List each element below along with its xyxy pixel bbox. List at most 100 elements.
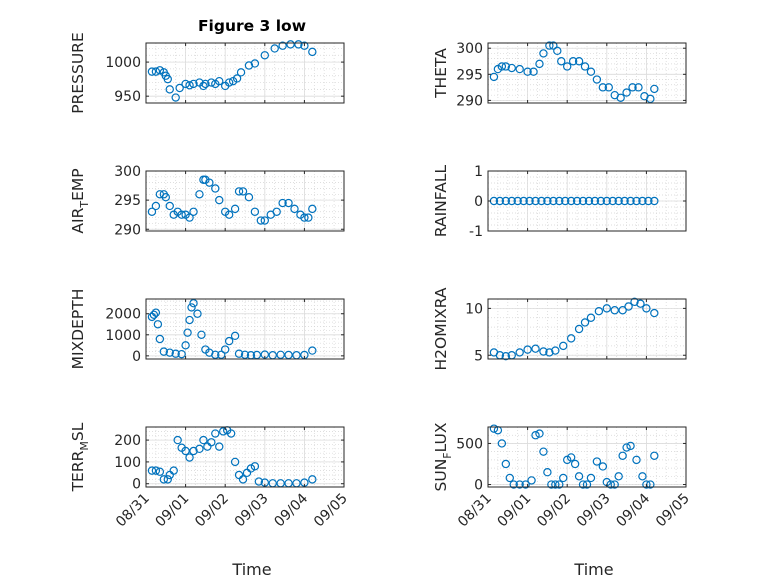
axes-box [145, 42, 345, 104]
y-axis-label: RAINFALL [432, 164, 450, 237]
y-tick-label: 0 [132, 349, 141, 365]
y-tick-label: 300 [114, 164, 141, 180]
data-point [278, 198, 287, 208]
data-point [215, 195, 224, 205]
axes-box [487, 426, 687, 488]
data-point [185, 453, 194, 462]
x-tick-label: 08/31 [113, 491, 153, 531]
x-tick-label: 09/02 [192, 491, 232, 531]
x-axis-label-right: Time [573, 560, 613, 579]
data-point [586, 67, 596, 76]
y-tick-label: 100 [114, 455, 141, 471]
y-axis-label: SUNFLUX [432, 422, 454, 491]
data-point [642, 480, 651, 489]
subplot-pressure: 950 1000 PRESSURE [69, 32, 345, 114]
subplot-theta: 290 295 300 THETA [432, 41, 687, 109]
data-point [171, 349, 180, 358]
y-tick-label: 0 [474, 478, 483, 494]
data-point [181, 446, 190, 456]
data-point [230, 331, 240, 341]
data-point [535, 429, 544, 438]
data-point [644, 196, 653, 206]
y-tick-label: 0 [474, 194, 483, 210]
data-point [300, 41, 309, 50]
data-point [149, 310, 159, 319]
data-point [563, 62, 572, 71]
data-point [616, 93, 625, 102]
data-point [604, 83, 613, 92]
data-point [568, 57, 578, 66]
data-point [304, 213, 313, 222]
axes-box [145, 426, 345, 488]
data-point [642, 304, 651, 313]
data-point [549, 196, 558, 206]
data-point [545, 348, 554, 357]
data-point [294, 40, 303, 49]
data-point [523, 345, 532, 354]
x-tick-label: 09/04 [271, 490, 311, 530]
data-point [632, 455, 641, 465]
data-point [596, 196, 606, 206]
data-point [217, 350, 226, 359]
x-tick-label: 09/03 [232, 491, 272, 531]
data-point [646, 94, 655, 104]
data-point [527, 476, 536, 485]
data-point [495, 196, 505, 206]
data-point [545, 41, 554, 50]
data-point [147, 67, 157, 76]
data-point [205, 178, 214, 187]
y-tick-label: 1000 [105, 328, 141, 344]
subplot-mixdepth: 0 1000 2000 MIXDEPTH [69, 289, 345, 370]
y-tick-label: 1000 [105, 55, 141, 71]
data-point [169, 466, 178, 475]
data-point [561, 196, 570, 206]
data-point [185, 213, 194, 222]
subplot-terr-msl: 0 100 200 08/31 09/01 09/02 09/03 09/04 09/05 TER… [69, 422, 351, 530]
x-tick-label: 09/04 [613, 490, 653, 530]
subplot-sun-flux: 0 500 08/31 09/01 09/02 09/03 09/04 09/05 SUNFLU… [432, 422, 693, 530]
data-point [586, 473, 596, 483]
data-point [551, 346, 560, 355]
data-point [260, 216, 269, 225]
data-point [238, 475, 248, 484]
data-point [232, 74, 242, 83]
data-point [608, 196, 617, 206]
data-point [515, 348, 524, 357]
data-point [224, 336, 234, 346]
y-axis-label: MIXDEPTH [69, 289, 87, 370]
y-tick-label: 295 [456, 67, 483, 83]
data-point [501, 351, 511, 361]
data-point [620, 196, 629, 206]
data-point [618, 451, 627, 460]
data-point [614, 196, 623, 206]
data-point [189, 79, 198, 89]
data-point [580, 62, 590, 71]
subplot-h2omixra: 5 10 H2OMIXRA [432, 287, 687, 371]
data-point [165, 201, 174, 211]
data-point [173, 435, 182, 445]
data-point [501, 62, 511, 71]
data-point [610, 306, 619, 315]
y-axis-label: AIRTEMP [69, 168, 91, 233]
data-point [519, 196, 528, 206]
data-point [171, 93, 180, 102]
x-tick-label: 09/02 [534, 491, 574, 531]
data-point [574, 472, 584, 481]
x-axis-label-left: Time [231, 560, 271, 579]
data-point [624, 302, 633, 311]
data-point [539, 347, 548, 356]
data-point [220, 345, 230, 354]
data-point [278, 41, 287, 50]
data-point [497, 62, 507, 71]
data-point [177, 210, 186, 219]
data-point [151, 201, 161, 211]
data-point [284, 198, 293, 208]
data-point [618, 306, 627, 315]
data-point [165, 348, 174, 357]
data-point [626, 441, 635, 451]
data-point [151, 308, 161, 317]
data-point [286, 40, 295, 49]
data-point [308, 204, 317, 214]
data-point [230, 204, 240, 214]
data-point [147, 207, 157, 216]
